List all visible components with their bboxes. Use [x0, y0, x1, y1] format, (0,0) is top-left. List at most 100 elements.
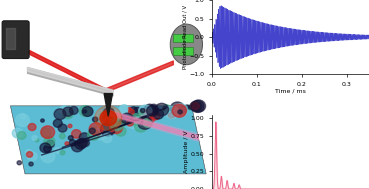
Circle shape — [41, 128, 51, 138]
Circle shape — [133, 107, 142, 115]
Circle shape — [68, 124, 72, 128]
Circle shape — [165, 106, 179, 119]
Circle shape — [110, 117, 124, 130]
Circle shape — [92, 127, 97, 132]
FancyBboxPatch shape — [184, 47, 193, 55]
Circle shape — [17, 161, 21, 165]
Circle shape — [192, 104, 197, 109]
FancyBboxPatch shape — [173, 47, 183, 55]
Circle shape — [112, 110, 119, 117]
Polygon shape — [104, 94, 113, 116]
Circle shape — [144, 104, 155, 114]
Circle shape — [139, 111, 144, 115]
Circle shape — [44, 136, 55, 146]
Circle shape — [87, 129, 100, 140]
Circle shape — [189, 105, 193, 109]
Circle shape — [41, 119, 44, 122]
Circle shape — [178, 105, 187, 114]
Circle shape — [15, 114, 30, 126]
Circle shape — [174, 107, 184, 116]
Circle shape — [72, 141, 83, 152]
Circle shape — [58, 124, 67, 132]
Circle shape — [32, 136, 37, 140]
Circle shape — [148, 117, 155, 122]
Circle shape — [163, 105, 170, 112]
Circle shape — [96, 110, 104, 118]
Circle shape — [168, 113, 175, 119]
Circle shape — [105, 113, 115, 122]
Circle shape — [144, 120, 152, 127]
Circle shape — [95, 106, 122, 130]
Circle shape — [170, 102, 184, 115]
Circle shape — [105, 108, 120, 121]
Circle shape — [138, 114, 146, 122]
Circle shape — [89, 128, 95, 134]
Circle shape — [40, 143, 51, 153]
Circle shape — [149, 104, 158, 112]
Circle shape — [94, 128, 107, 140]
Circle shape — [12, 128, 23, 138]
Circle shape — [102, 113, 113, 122]
Circle shape — [53, 119, 62, 127]
Y-axis label: Amplitude / V: Amplitude / V — [184, 131, 189, 173]
Circle shape — [127, 120, 134, 126]
Circle shape — [41, 150, 55, 163]
Circle shape — [130, 116, 135, 120]
Circle shape — [63, 107, 73, 116]
FancyBboxPatch shape — [184, 34, 193, 42]
FancyBboxPatch shape — [2, 21, 29, 59]
Circle shape — [59, 134, 65, 139]
Circle shape — [178, 110, 182, 114]
Circle shape — [128, 108, 131, 111]
FancyBboxPatch shape — [173, 34, 183, 42]
Circle shape — [138, 116, 152, 129]
Circle shape — [106, 119, 110, 123]
Circle shape — [25, 149, 32, 155]
Circle shape — [192, 104, 196, 108]
Circle shape — [122, 117, 130, 125]
Circle shape — [191, 104, 199, 111]
Circle shape — [128, 114, 141, 125]
Circle shape — [120, 106, 128, 113]
Circle shape — [77, 138, 87, 148]
Circle shape — [76, 142, 80, 145]
Circle shape — [120, 105, 129, 113]
Circle shape — [69, 106, 78, 114]
Circle shape — [89, 123, 103, 136]
Circle shape — [115, 127, 126, 136]
Circle shape — [62, 109, 73, 119]
Circle shape — [46, 140, 54, 148]
Circle shape — [35, 139, 39, 142]
Circle shape — [54, 109, 66, 119]
Circle shape — [174, 104, 188, 117]
Circle shape — [121, 113, 133, 124]
Circle shape — [20, 114, 26, 119]
Circle shape — [29, 162, 33, 166]
Circle shape — [27, 152, 33, 157]
Circle shape — [135, 121, 147, 132]
Circle shape — [41, 126, 55, 138]
Circle shape — [79, 133, 90, 142]
Circle shape — [93, 117, 98, 122]
Circle shape — [68, 136, 73, 140]
Circle shape — [144, 119, 148, 123]
Circle shape — [192, 102, 202, 111]
Circle shape — [63, 109, 68, 113]
Circle shape — [190, 102, 200, 111]
Circle shape — [44, 145, 51, 152]
Circle shape — [179, 107, 187, 114]
Circle shape — [191, 102, 199, 110]
Circle shape — [103, 108, 114, 118]
Circle shape — [82, 140, 89, 146]
Circle shape — [155, 103, 169, 116]
Circle shape — [118, 122, 122, 126]
Circle shape — [128, 109, 134, 114]
Circle shape — [79, 106, 92, 117]
Circle shape — [27, 152, 37, 161]
Circle shape — [192, 100, 206, 112]
X-axis label: Time / ms: Time / ms — [275, 88, 306, 93]
Circle shape — [140, 109, 153, 121]
Circle shape — [172, 104, 186, 117]
Circle shape — [28, 123, 36, 131]
Circle shape — [83, 110, 87, 113]
